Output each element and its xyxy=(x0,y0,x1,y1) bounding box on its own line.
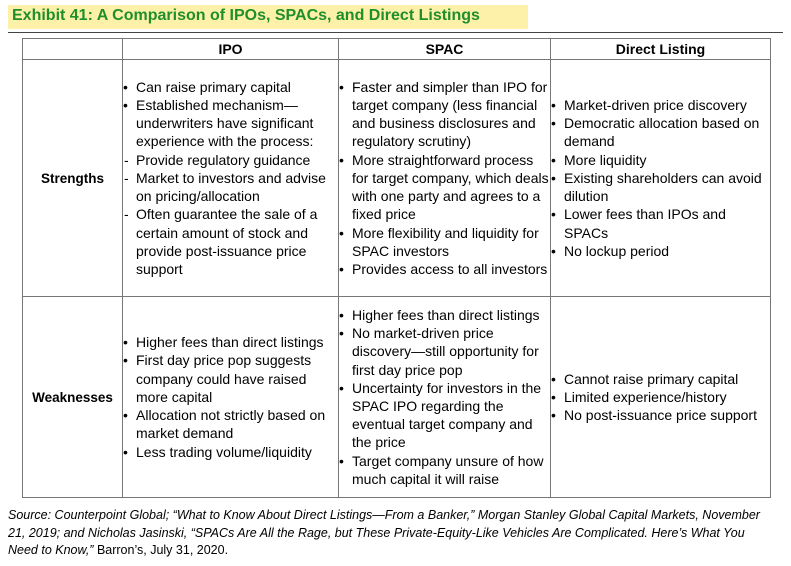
bullet-list: Higher fees than direct listingsNo marke… xyxy=(339,306,550,488)
list-item: Target company unsure of how much capita… xyxy=(339,452,550,488)
list-item: Established mechanism—underwriters have … xyxy=(123,96,338,151)
cell-weaknesses-direct-listing: Cannot raise primary capitalLimited expe… xyxy=(550,296,771,498)
list-item: Cannot raise primary capital xyxy=(551,370,770,388)
list-item: Provides access to all investors xyxy=(339,260,550,278)
cell-weaknesses-spac: Higher fees than direct listingsNo marke… xyxy=(338,296,551,498)
source-note: Source: Counterpoint Global; “What to Kn… xyxy=(8,507,778,560)
list-item: Lower fees than IPOs and SPACs xyxy=(551,205,770,241)
cell-strengths-spac: Faster and simpler than IPO for target c… xyxy=(338,59,551,297)
row-label-weaknesses: Weaknesses xyxy=(22,296,123,498)
list-item: More straightforward process for target … xyxy=(339,151,550,224)
source-publication-date: Barron’s, July 31, 2020. xyxy=(93,543,229,557)
sub-list-item: Market to investors and advise on pricin… xyxy=(123,169,338,205)
list-item: More liquidity xyxy=(551,151,770,169)
list-item: Market-driven price discovery xyxy=(551,96,770,114)
list-item: Allocation not strictly based on market … xyxy=(123,406,338,442)
list-item: Faster and simpler than IPO for target c… xyxy=(339,78,550,151)
cell-strengths-ipo: Can raise primary capitalEstablished mec… xyxy=(122,59,339,297)
list-item: Higher fees than direct listings xyxy=(123,333,338,351)
exhibit-title-banner: Exhibit 41: A Comparison of IPOs, SPACs,… xyxy=(8,5,528,29)
bullet-list: Higher fees than direct listingsFirst da… xyxy=(123,333,338,461)
bullet-list: Can raise primary capitalEstablished mec… xyxy=(123,78,338,278)
source-text: Source: Counterpoint Global; “What to Kn… xyxy=(8,508,760,557)
row-label-strengths: Strengths xyxy=(22,59,123,297)
list-item: No post-issuance price support xyxy=(551,406,770,424)
bullet-list: Cannot raise primary capitalLimited expe… xyxy=(551,370,770,425)
list-item: Democratic allocation based on demand xyxy=(551,114,770,150)
sub-list-item: Provide regulatory guidance xyxy=(123,151,338,169)
list-item: Less trading volume/liquidity xyxy=(123,443,338,461)
bullet-list: Faster and simpler than IPO for target c… xyxy=(339,78,550,278)
cell-weaknesses-ipo: Higher fees than direct listingsFirst da… xyxy=(122,296,339,498)
list-item: No market-driven price discovery—still o… xyxy=(339,324,550,379)
comparison-table: IPO SPAC Direct Listing Strengths Can ra… xyxy=(22,38,771,498)
list-item: First day price pop suggests company cou… xyxy=(123,351,338,406)
sub-list-item: Often guarantee the sale of a certain am… xyxy=(123,205,338,278)
column-header-ipo: IPO xyxy=(122,38,339,60)
title-rule xyxy=(8,32,783,33)
column-header-spac: SPAC xyxy=(338,38,551,60)
list-item: Uncertainty for investors in the SPAC IP… xyxy=(339,379,550,452)
row-weaknesses: Weaknesses Higher fees than direct listi… xyxy=(22,296,771,498)
row-strengths: Strengths Can raise primary capitalEstab… xyxy=(22,59,771,297)
header-row: IPO SPAC Direct Listing xyxy=(22,38,771,60)
header-corner xyxy=(22,38,123,60)
list-item: Existing shareholders can avoid dilution xyxy=(551,169,770,205)
list-item: No lockup period xyxy=(551,242,770,260)
list-item: Higher fees than direct listings xyxy=(339,306,550,324)
list-item: Limited experience/history xyxy=(551,388,770,406)
exhibit-title: Exhibit 41: A Comparison of IPOs, SPACs,… xyxy=(12,7,480,24)
column-header-direct-listing: Direct Listing xyxy=(550,38,771,60)
bullet-list: Market-driven price discoveryDemocratic … xyxy=(551,96,770,260)
list-item: Can raise primary capital xyxy=(123,78,338,96)
list-item: More flexibility and liquidity for SPAC … xyxy=(339,224,550,260)
cell-strengths-direct-listing: Market-driven price discoveryDemocratic … xyxy=(550,59,771,297)
